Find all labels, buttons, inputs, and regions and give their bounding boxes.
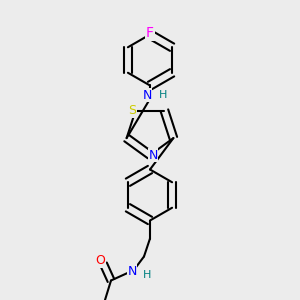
Text: H: H — [159, 90, 168, 100]
Text: N: N — [142, 89, 152, 102]
Text: F: F — [146, 26, 154, 40]
Text: N: N — [127, 265, 137, 278]
Text: O: O — [96, 254, 105, 268]
Text: N: N — [148, 148, 158, 162]
Text: H: H — [143, 269, 151, 280]
Text: S: S — [128, 104, 136, 117]
